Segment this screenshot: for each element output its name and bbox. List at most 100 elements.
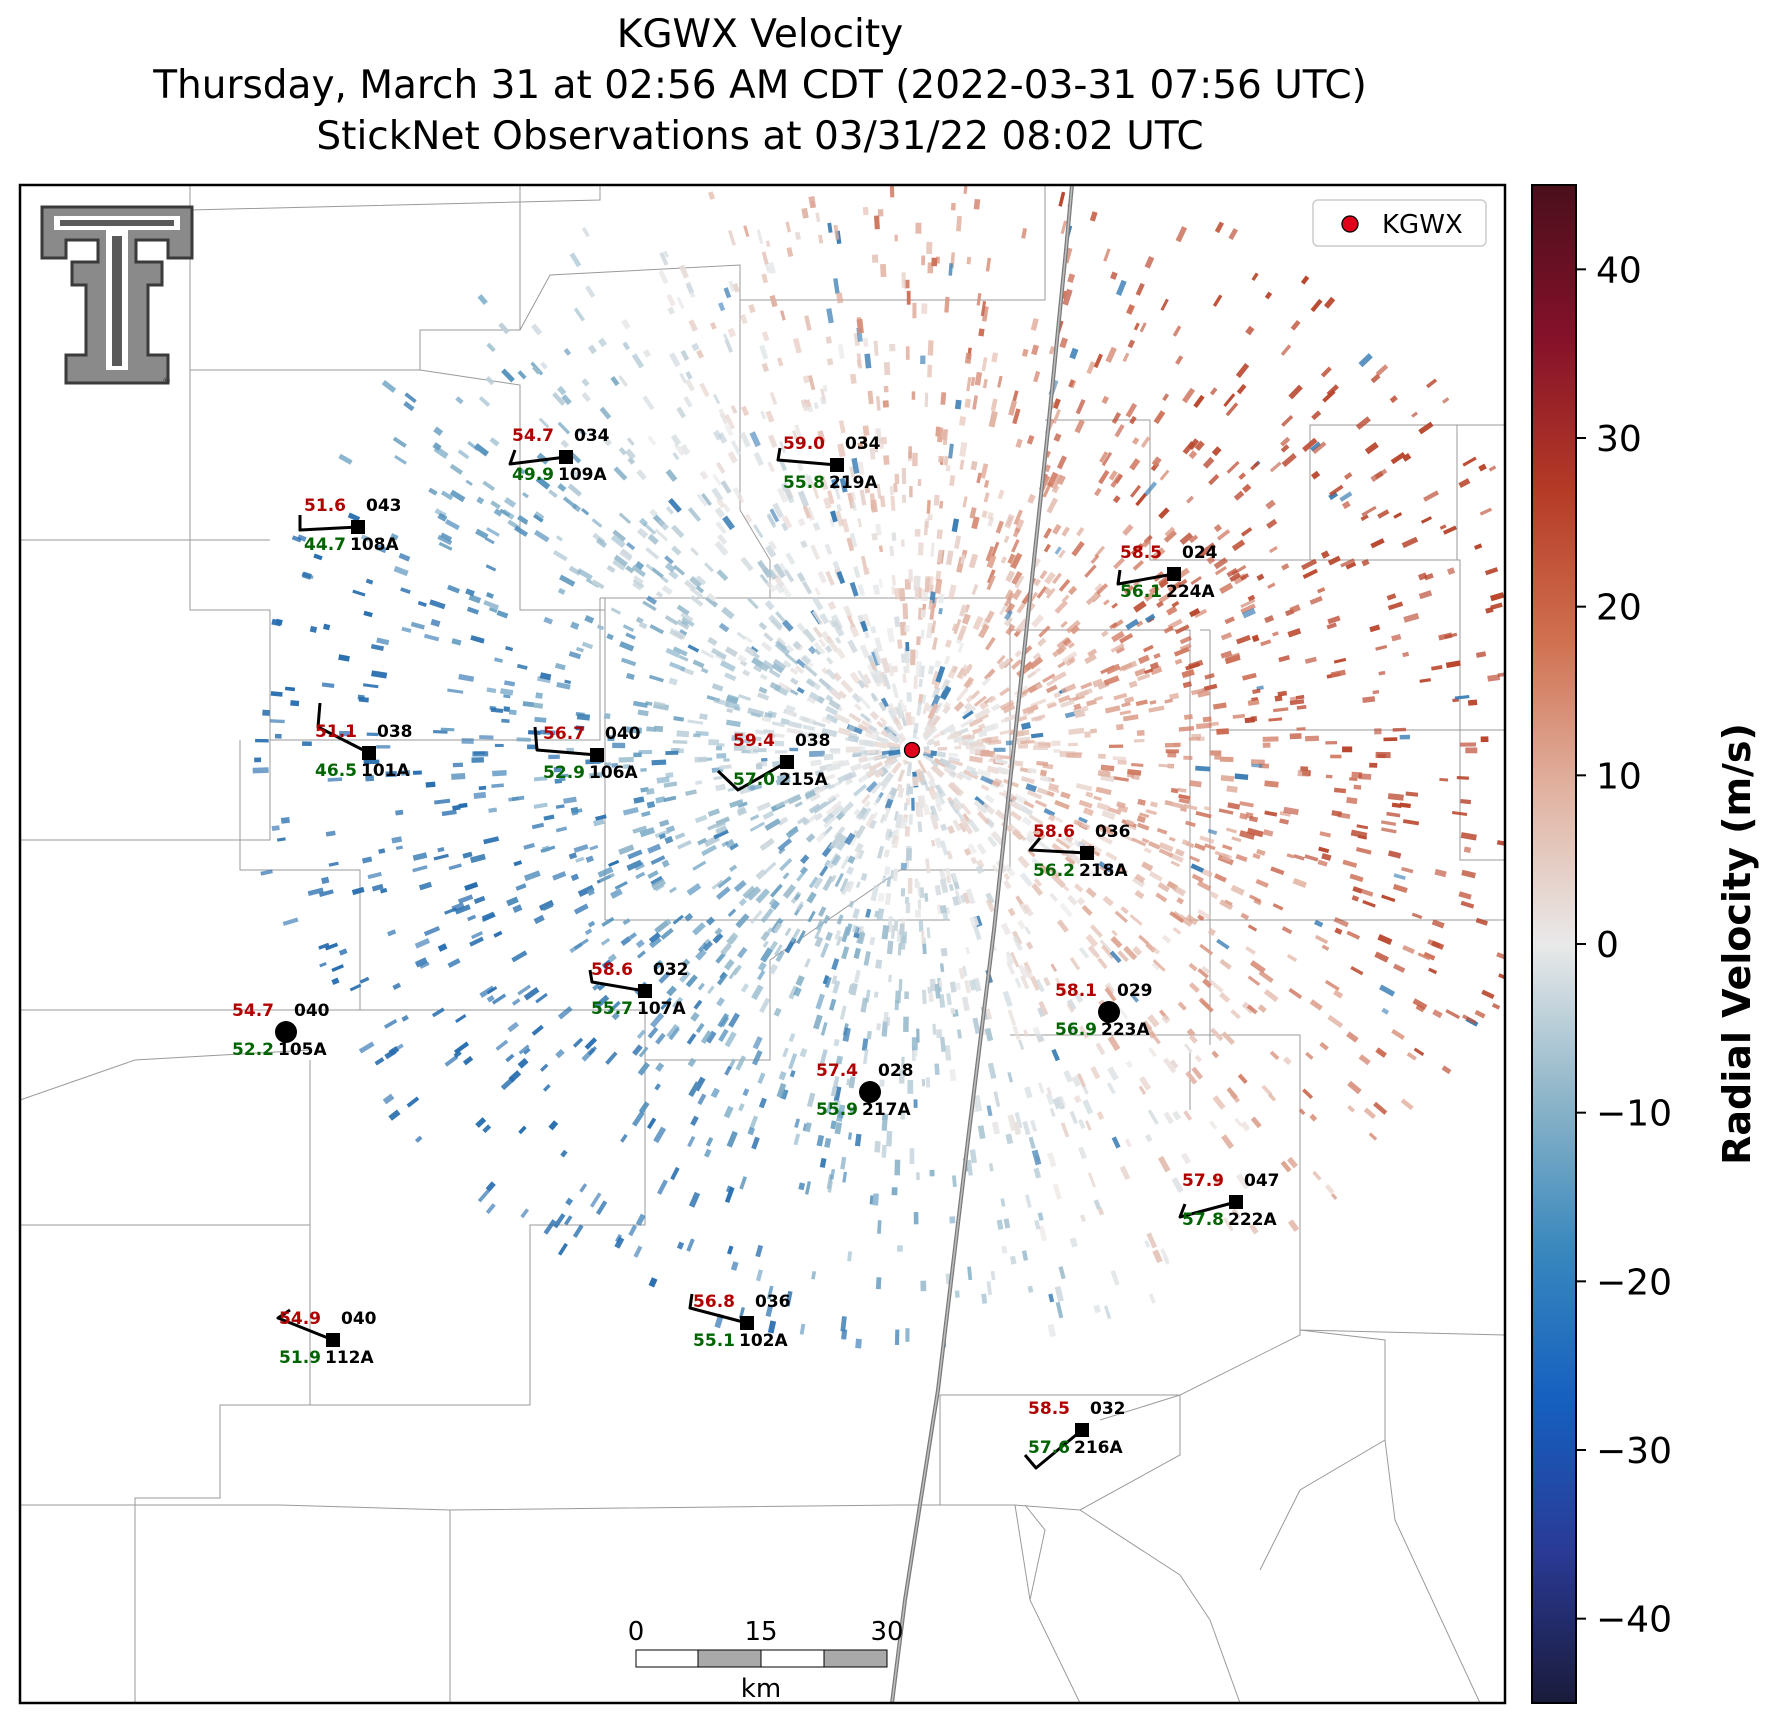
station-dewpoint: 57.8 bbox=[1182, 1210, 1224, 1230]
station-wind-direction: 040 bbox=[341, 1309, 377, 1329]
station-dewpoint: 55.1 bbox=[693, 1331, 735, 1351]
legend-marker bbox=[1341, 215, 1359, 233]
station-wind-direction: 036 bbox=[1095, 822, 1131, 842]
station-temperature: 59.0 bbox=[783, 434, 825, 454]
colorbar-ticks: 40 30 20 10 0 −10 −20 −30 −40 bbox=[1576, 250, 1672, 1641]
station-temperature: 54.7 bbox=[512, 426, 554, 446]
station-102A: 56.8 55.1 036 102A bbox=[688, 1292, 791, 1351]
station-temperature: 56.7 bbox=[543, 724, 585, 744]
wind-barb bbox=[688, 1293, 748, 1325]
colorbar-tick-label: −20 bbox=[1596, 1262, 1672, 1303]
wind-barb bbox=[1178, 1200, 1237, 1219]
wind-barb bbox=[588, 969, 646, 993]
state-boundary-highlight bbox=[891, 185, 1073, 1703]
legend-box bbox=[1312, 199, 1487, 247]
station-id: 105A bbox=[278, 1040, 327, 1060]
station-219A: 59.0 55.8 034 219A bbox=[776, 434, 881, 493]
title-line-2: Thursday, March 31 at 02:56 AM CDT (2022… bbox=[153, 63, 1367, 108]
colorbar-tick-label: 0 bbox=[1596, 925, 1619, 966]
station-dewpoint: 55.9 bbox=[816, 1100, 858, 1120]
station-calm-marker bbox=[1098, 1001, 1120, 1023]
title-line-1: KGWX Velocity bbox=[616, 12, 904, 57]
station-dewpoint: 57.6 bbox=[1028, 1438, 1070, 1458]
station-temperature: 58.5 bbox=[1120, 543, 1162, 563]
station-marker bbox=[590, 748, 604, 762]
station-id: 224A bbox=[1166, 582, 1215, 602]
station-temperature: 58.5 bbox=[1028, 1399, 1070, 1419]
station-temperature: 54.7 bbox=[232, 1001, 274, 1021]
station-marker bbox=[326, 1333, 340, 1347]
station-marker bbox=[351, 520, 365, 534]
station-wind-direction: 032 bbox=[653, 960, 689, 980]
colorbar: 40 30 20 10 0 −10 −20 −30 −40 Radial Velocity (m… bbox=[1531, 184, 1759, 1704]
station-temperature: 51.6 bbox=[304, 496, 346, 516]
station-dewpoint: 46.5 bbox=[315, 761, 357, 781]
station-marker bbox=[1075, 1423, 1089, 1437]
station-wind-direction: 038 bbox=[795, 731, 831, 751]
sticknet-stations: 51.6 44.7 043 108A 54.7 49.9 034 109A 59.0 55.8 03… bbox=[232, 426, 1280, 1470]
station-temperature: 57.4 bbox=[816, 1061, 858, 1081]
wind-barb bbox=[1116, 569, 1175, 586]
legend: KGWX bbox=[1312, 199, 1487, 247]
radar-site-marker bbox=[903, 741, 921, 759]
colorbar-tick-label: 40 bbox=[1596, 250, 1642, 291]
wind-barb bbox=[316, 702, 370, 755]
station-marker bbox=[1167, 567, 1181, 581]
station-id: 219A bbox=[829, 473, 878, 493]
county-boundaries bbox=[20, 185, 1505, 1703]
station-marker bbox=[1080, 846, 1094, 860]
station-dewpoint: 55.8 bbox=[783, 473, 825, 493]
station-wind-direction: 034 bbox=[845, 434, 881, 454]
station-dewpoint: 52.2 bbox=[232, 1040, 274, 1060]
station-id: 223A bbox=[1101, 1020, 1150, 1040]
station-temperature: 57.9 bbox=[1182, 1171, 1224, 1191]
station-wind-direction: 043 bbox=[366, 496, 402, 516]
colorbar-tick-label: −30 bbox=[1596, 1431, 1672, 1472]
station-id: 101A bbox=[361, 761, 410, 781]
title-line-3: StickNet Observations at 03/31/22 08:02 … bbox=[316, 114, 1204, 159]
station-109A: 54.7 49.9 034 109A bbox=[508, 426, 610, 485]
station-222A: 57.9 57.8 047 222A bbox=[1178, 1171, 1280, 1230]
station-calm-marker bbox=[275, 1021, 297, 1043]
station-id: 216A bbox=[1074, 1438, 1123, 1458]
wind-barb bbox=[298, 515, 359, 532]
station-216A: 58.5 57.6 032 216A bbox=[1023, 1399, 1126, 1470]
station-112A: 54.9 51.9 040 112A bbox=[276, 1308, 377, 1368]
station-id: 218A bbox=[1079, 861, 1128, 881]
station-id: 108A bbox=[350, 535, 399, 555]
station-wind-direction: 047 bbox=[1244, 1171, 1280, 1191]
station-wind-direction: 034 bbox=[574, 426, 610, 446]
station-marker bbox=[362, 746, 376, 760]
station-id: 215A bbox=[779, 770, 828, 790]
radar-velocity-returns bbox=[252, 185, 1505, 1349]
station-wind-direction: 029 bbox=[1117, 981, 1153, 1001]
station-217A: 57.4 55.9 028 217A bbox=[816, 1061, 913, 1120]
station-dewpoint: 56.9 bbox=[1055, 1020, 1097, 1040]
station-101A: 51.1 46.5 038 101A bbox=[315, 702, 413, 781]
station-id: 109A bbox=[558, 465, 607, 485]
wind-barb bbox=[533, 726, 598, 757]
station-105A: 54.7 52.2 040 105A bbox=[232, 1001, 330, 1060]
scale-bar: 0 15 30 km bbox=[628, 1617, 904, 1704]
scale-tick-15: 15 bbox=[744, 1617, 777, 1647]
texas-tech-double-t-logo: ® bbox=[40, 205, 194, 387]
wind-barb bbox=[716, 760, 788, 792]
station-dewpoint: 49.9 bbox=[512, 465, 554, 485]
station-temperature: 54.9 bbox=[279, 1309, 321, 1329]
colorbar-tick-label: −40 bbox=[1596, 1600, 1672, 1641]
station-marker bbox=[638, 984, 652, 998]
wind-barb bbox=[776, 447, 838, 467]
scale-unit: km bbox=[741, 1674, 781, 1704]
station-id: 106A bbox=[589, 763, 638, 783]
station-218A: 58.6 56.2 036 218A bbox=[1028, 822, 1131, 881]
colorbar-label: Radial Velocity (m/s) bbox=[1715, 723, 1759, 1165]
station-dewpoint: 51.9 bbox=[279, 1348, 321, 1368]
station-temperature: 59.4 bbox=[733, 731, 775, 751]
station-marker bbox=[740, 1316, 754, 1330]
station-marker bbox=[1229, 1195, 1243, 1209]
scale-tick-0: 0 bbox=[628, 1617, 645, 1647]
wind-barb bbox=[1023, 1428, 1083, 1470]
wind-barb bbox=[508, 449, 567, 466]
